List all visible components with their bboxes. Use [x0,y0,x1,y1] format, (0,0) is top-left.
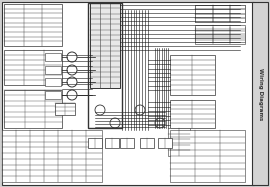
Bar [55,103,75,115]
Bar [168,128,190,156]
Bar [170,100,215,128]
Bar [120,138,134,148]
Bar [158,138,172,148]
Bar [195,5,245,22]
Bar [90,3,120,88]
Bar [88,3,122,128]
Bar [2,130,102,182]
Bar [45,91,61,99]
Bar [4,90,62,128]
Bar [45,78,61,86]
Bar [170,55,215,95]
Bar [105,138,119,148]
Bar [4,50,62,85]
Bar [170,130,245,182]
Bar [252,2,268,185]
Bar [195,25,245,42]
Bar [195,5,245,22]
Bar [195,27,245,44]
Bar [4,4,62,46]
Text: Wiring Diagrams: Wiring Diagrams [258,68,262,120]
Bar [88,138,102,148]
Bar [45,53,61,61]
Bar [140,138,154,148]
Bar [45,66,61,74]
